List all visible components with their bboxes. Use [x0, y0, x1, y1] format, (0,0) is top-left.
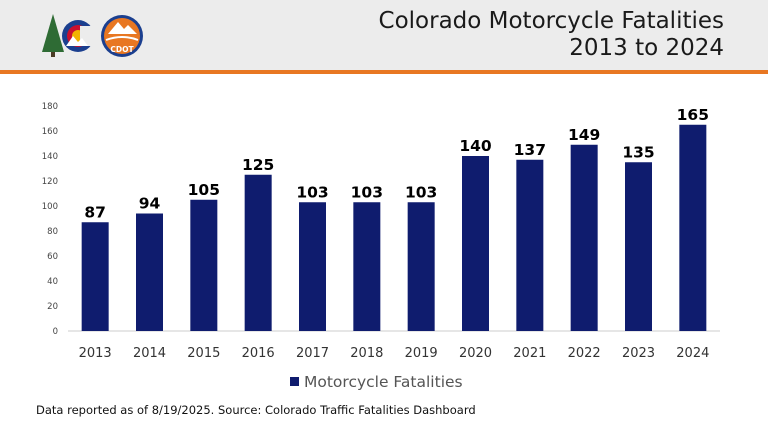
data-label-2022: 149 [568, 126, 600, 144]
bar-2013 [81, 222, 109, 331]
bar-2022 [570, 144, 598, 331]
x-tick-label-2013: 2013 [79, 346, 112, 361]
legend-label: Motorcycle Fatalities [304, 373, 463, 391]
x-tick-label-2018: 2018 [350, 346, 383, 361]
data-label-2014: 94 [139, 195, 161, 213]
legend-swatch [290, 377, 299, 386]
data-label-2021: 137 [514, 141, 546, 159]
y-tick-label: 0 [53, 327, 58, 337]
bar-2014 [136, 213, 163, 331]
x-tick-label-2015: 2015 [187, 346, 220, 361]
x-tick-label-2020: 2020 [459, 346, 492, 361]
y-tick-label: 180 [42, 102, 58, 112]
chart-title: Colorado Motorcycle Fatalities 2013 to 2… [379, 8, 724, 62]
x-tick-label-2014: 2014 [133, 346, 166, 361]
y-tick-label: 80 [47, 227, 58, 237]
x-tick-label-2022: 2022 [568, 346, 601, 361]
data-label-2017: 103 [296, 183, 328, 201]
colorado-state-logo [42, 14, 96, 57]
footnote: Data reported as of 8/19/2025. Source: C… [36, 403, 476, 417]
x-tick-label-2021: 2021 [513, 346, 546, 361]
x-tick-label-2016: 2016 [242, 346, 275, 361]
data-label-2020: 140 [459, 137, 492, 155]
y-tick-label: 120 [42, 177, 58, 187]
bar-2023 [625, 162, 652, 331]
data-label-2013: 87 [84, 203, 106, 221]
x-tick-label-2019: 2019 [405, 346, 438, 361]
x-tick-label-2024: 2024 [676, 346, 709, 361]
data-label-2016: 125 [242, 156, 274, 174]
cdot-logo-text: CDOT [110, 45, 134, 54]
bar-2021 [516, 159, 544, 331]
header-bar: CDOT Colorado Motorcycle Fatalities 2013… [0, 0, 768, 70]
data-label-2018: 103 [351, 183, 383, 201]
y-tick-label: 60 [47, 252, 58, 262]
header-divider [0, 70, 768, 74]
tree-icon [42, 14, 64, 52]
bar-2015 [190, 199, 218, 331]
bar-chart: 0 20 40 60 80 100 120 140 160 180 87 2013 94 2014 105 2… [42, 102, 720, 391]
title-line-2: 2013 to 2024 [569, 35, 724, 61]
y-tick-label: 100 [42, 202, 58, 212]
x-tick-label-2023: 2023 [622, 346, 655, 361]
data-label-2024: 165 [677, 106, 709, 124]
data-label-2023: 135 [622, 143, 654, 161]
y-tick-label: 140 [42, 152, 58, 162]
y-tick-label: 20 [47, 302, 58, 312]
bar-2020 [462, 156, 489, 331]
bar-2018 [353, 202, 381, 331]
y-tick-label: 40 [47, 277, 58, 287]
logos: CDOT [42, 14, 143, 57]
title-line-1: Colorado Motorcycle Fatalities [378, 8, 724, 34]
cdot-logo: CDOT [101, 15, 143, 57]
bar-2017 [299, 202, 326, 331]
bar-2024 [679, 124, 707, 331]
y-tick-label: 160 [42, 127, 58, 137]
bar-2016 [244, 174, 272, 331]
bar-2019 [407, 202, 435, 331]
data-label-2019: 103 [405, 183, 437, 201]
data-label-2015: 105 [188, 181, 220, 199]
x-tick-label-2017: 2017 [296, 346, 329, 361]
